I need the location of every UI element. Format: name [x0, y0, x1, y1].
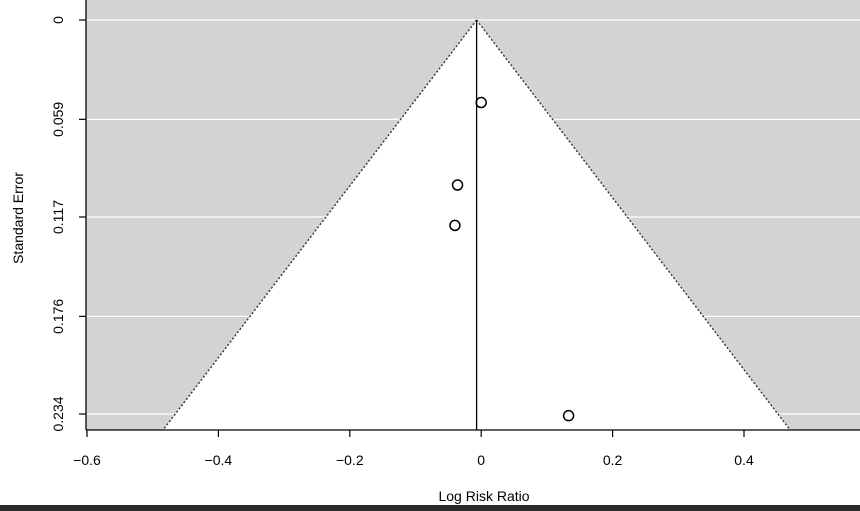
y-tick-label: 0.059: [50, 102, 66, 137]
y-axis-title: Standard Error: [10, 172, 26, 264]
window-bottom-bar: [0, 505, 860, 511]
y-tick-label: 0.176: [50, 299, 66, 334]
x-tick-label: 0.4: [734, 452, 754, 468]
x-tick-label: 0.2: [603, 452, 623, 468]
data-point: [449, 219, 461, 232]
x-axis-title: Log Risk Ratio: [438, 488, 529, 504]
x-tick-label: −0.4: [205, 452, 233, 468]
y-tick-label: 0: [50, 16, 66, 24]
x-tick-label: −0.6: [73, 452, 101, 468]
y-axis: 0 0.059 0.117 0.176 0.234: [50, 0, 87, 432]
y-tick-label: 0.117: [50, 200, 66, 234]
x-tick-label: −0.2: [336, 452, 364, 468]
x-tick-label: 0: [477, 452, 485, 468]
gridlines: [86, 19, 860, 415]
data-point: [562, 409, 575, 422]
x-axis: −0.6 −0.4 −0.2 0 0.2 0.4: [73, 429, 860, 468]
data-point: [475, 96, 487, 109]
data-points: [449, 96, 575, 422]
y-tick-label: 0.234: [50, 396, 66, 431]
data-point: [451, 179, 464, 191]
